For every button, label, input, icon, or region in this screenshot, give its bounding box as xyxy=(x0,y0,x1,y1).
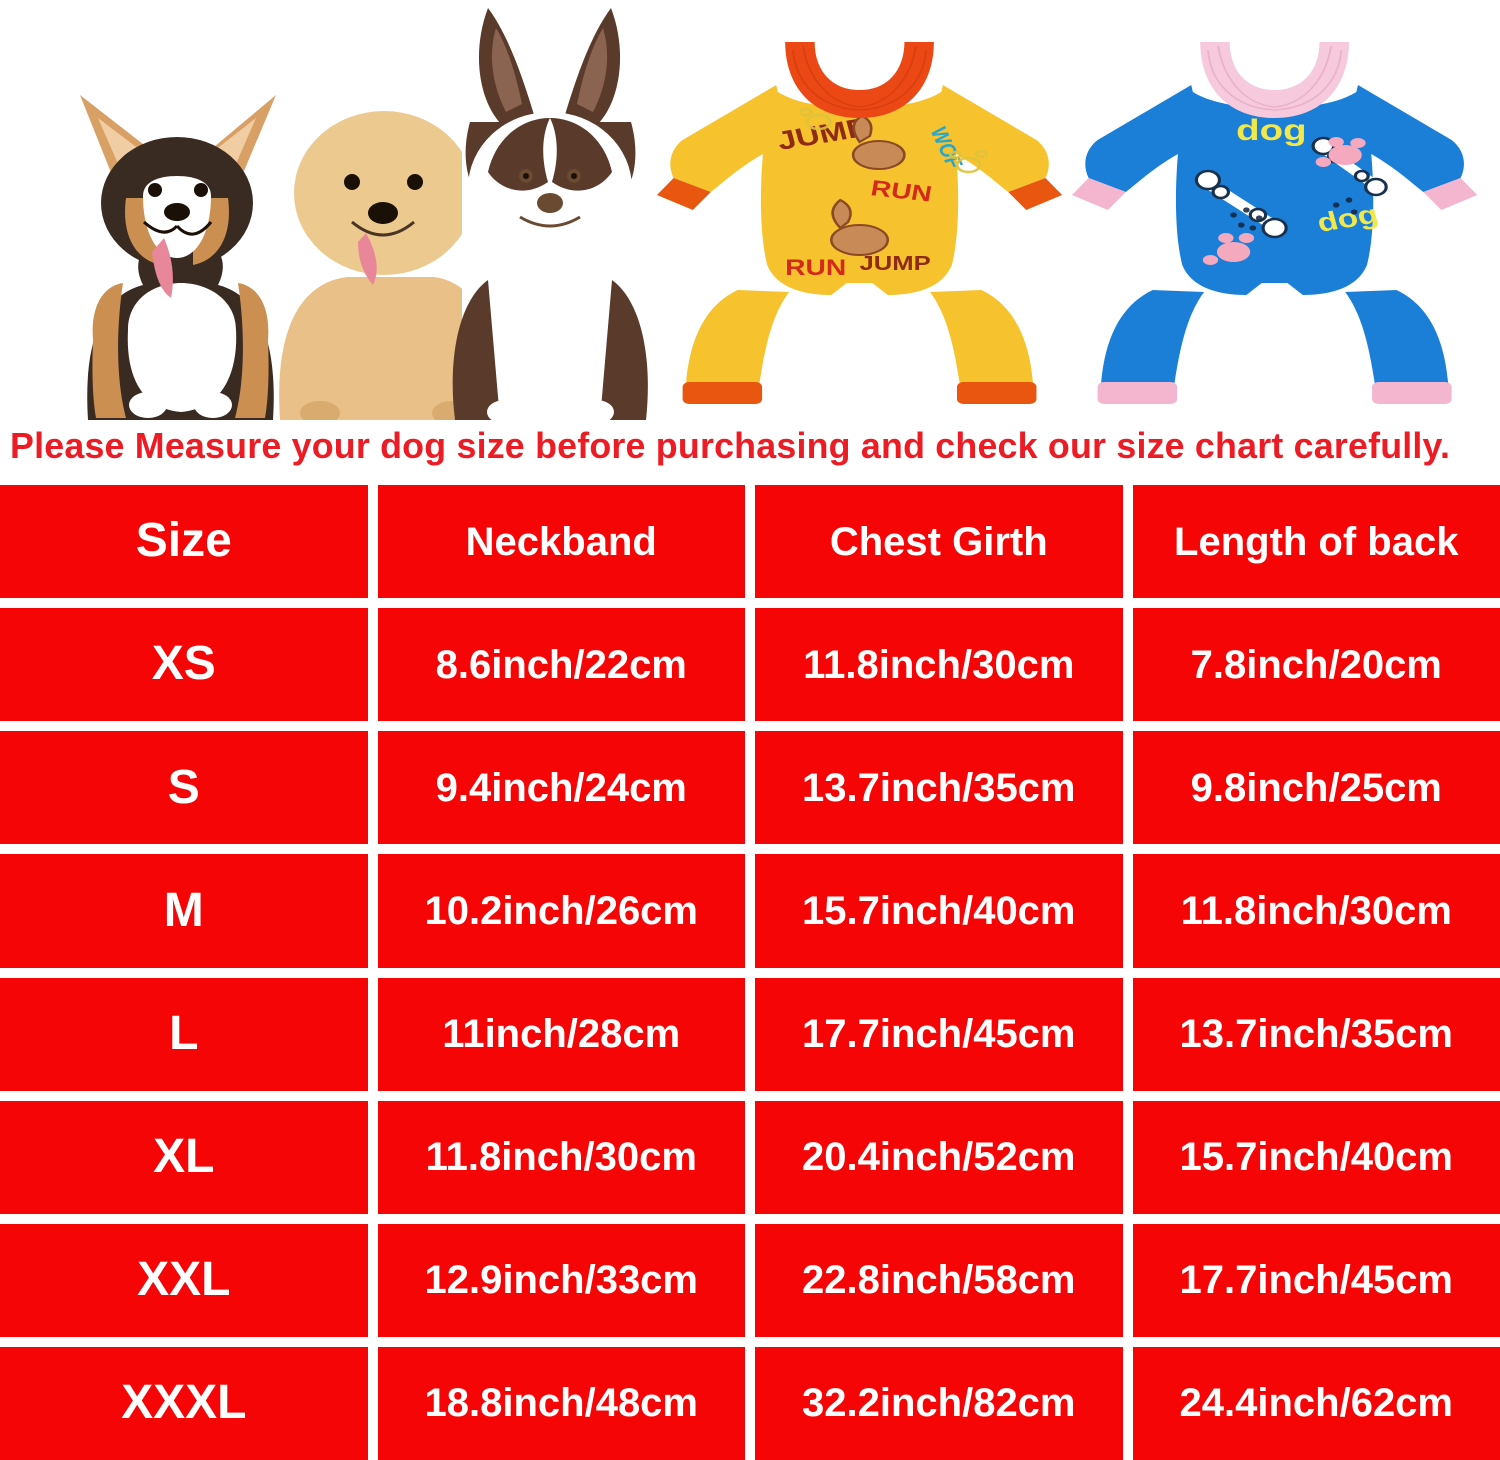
svg-text:RUN: RUN xyxy=(785,256,846,280)
svg-text:dog: dog xyxy=(1236,114,1306,147)
svg-text:JUMP: JUMP xyxy=(860,252,931,275)
